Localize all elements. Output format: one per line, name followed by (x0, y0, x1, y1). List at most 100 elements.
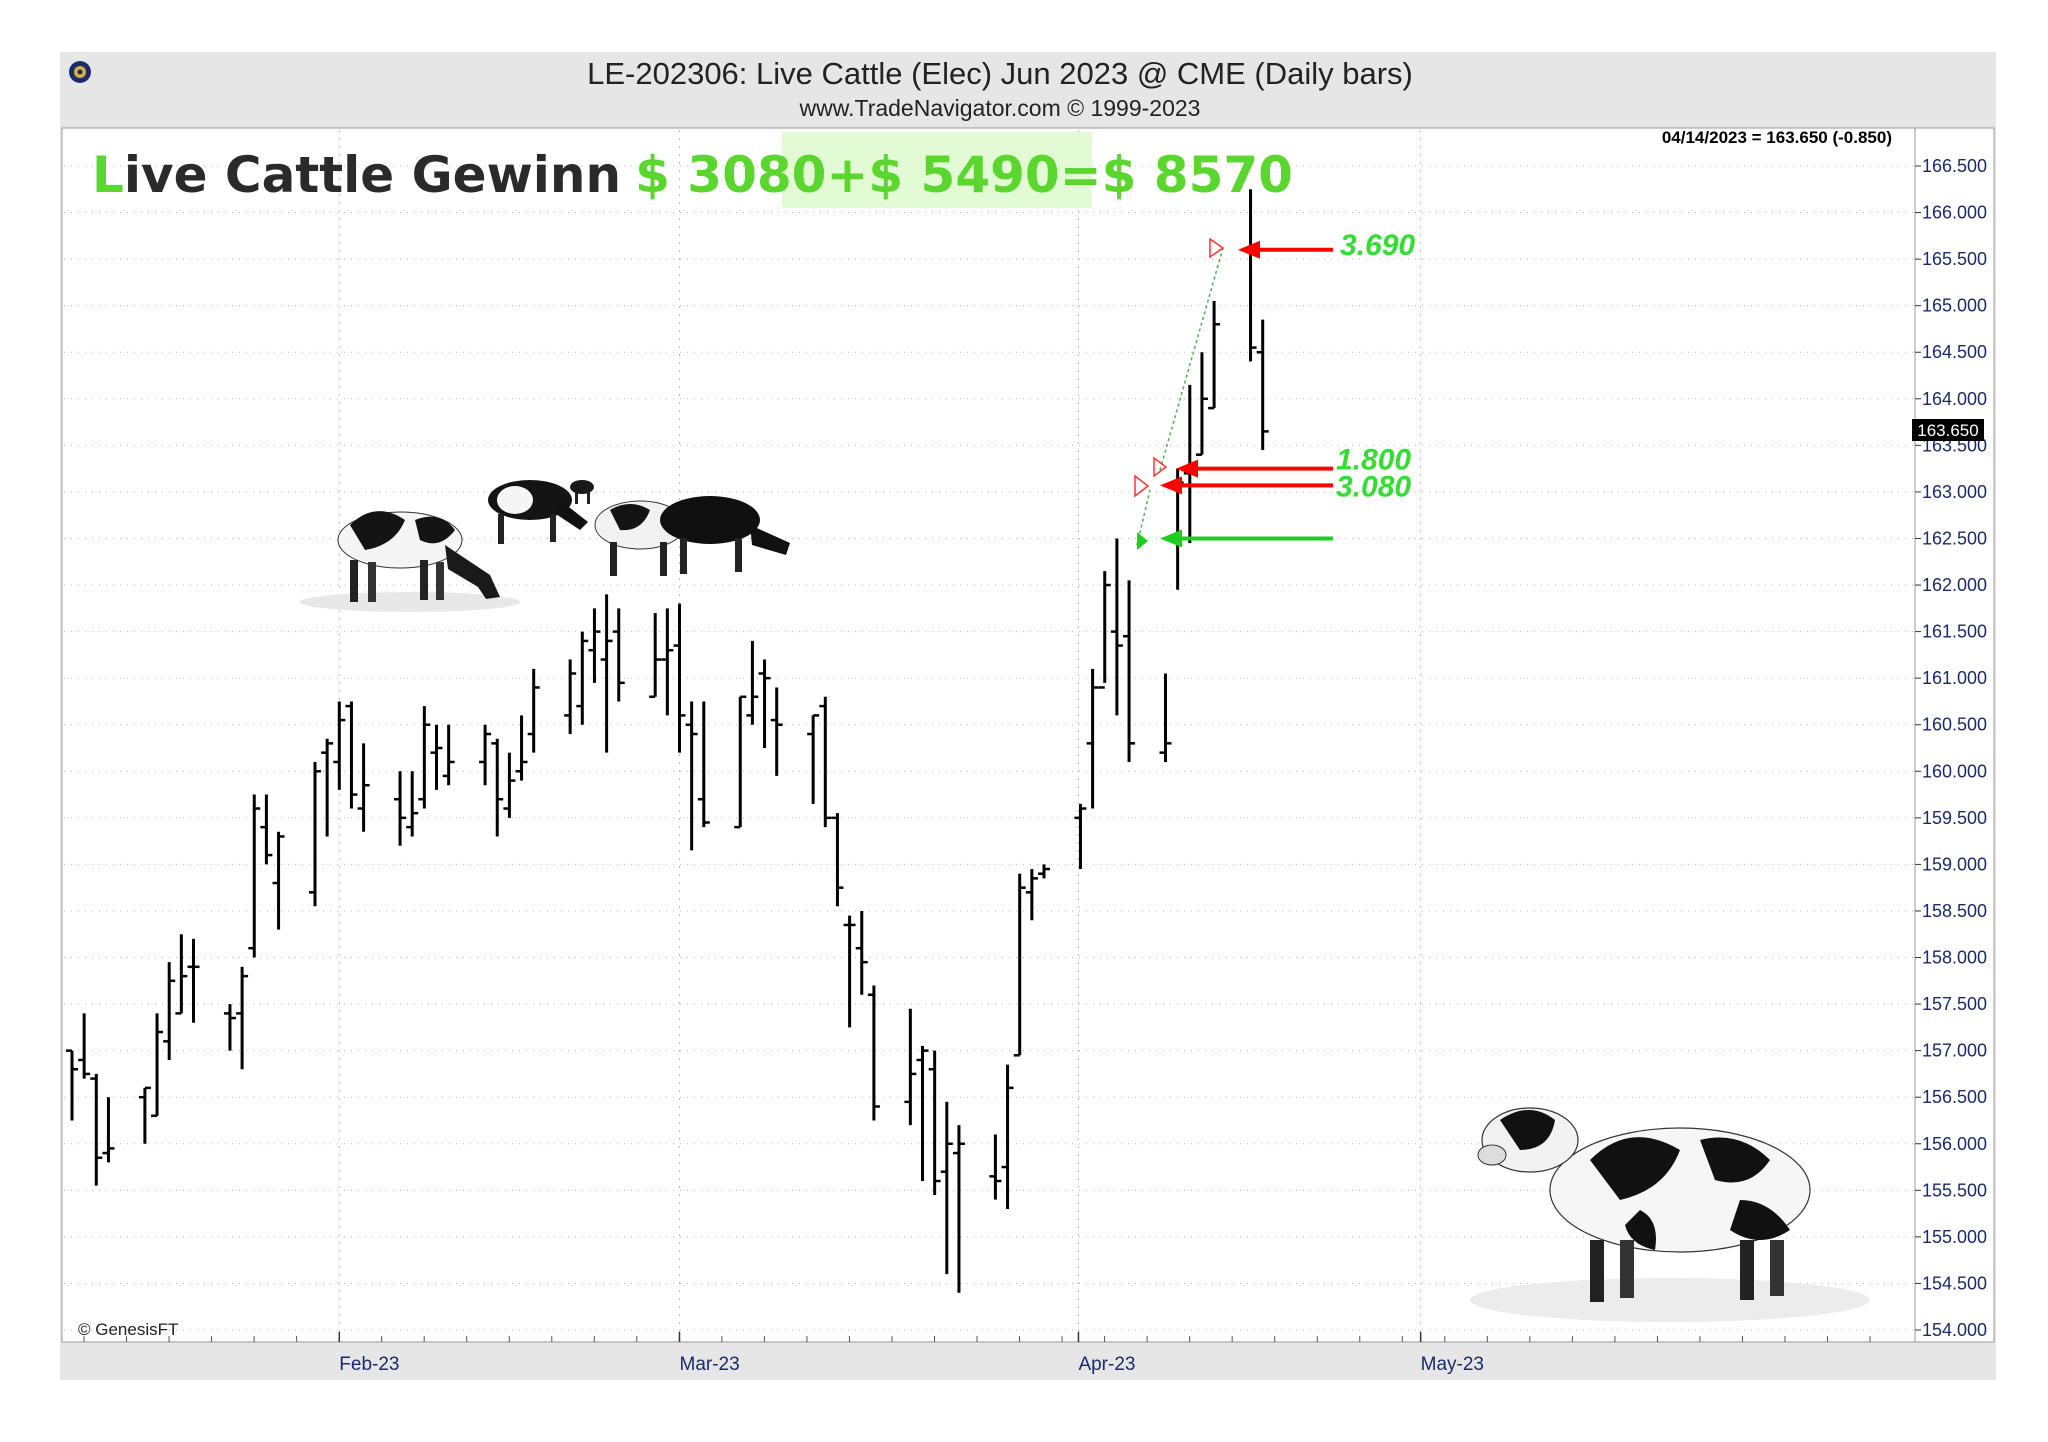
ohlc-bar (673, 603, 686, 753)
ohlc-bar (588, 608, 601, 683)
y-tick-label: 161.000 (1922, 668, 1987, 688)
ohlc-bar (1256, 319, 1269, 451)
ohlc-bar (1086, 668, 1099, 809)
exit-marker-icon (1134, 474, 1150, 498)
y-tick-label: 155.000 (1922, 1227, 1987, 1247)
y-tick-label: 161.500 (1922, 622, 1987, 642)
ohlc-bar (1001, 1064, 1014, 1209)
ohlc-bar (430, 724, 443, 790)
ohlc-bar (345, 701, 358, 809)
x-tick-label: Mar-23 (680, 1354, 740, 1375)
y-tick-label: 166.500 (1922, 156, 1987, 176)
annotation-arrow-head (1160, 529, 1182, 548)
ohlc-bar (260, 794, 273, 865)
y-tick-label: 158.500 (1922, 901, 1987, 921)
ohlc-bar (612, 608, 625, 702)
ohlc-bar (515, 715, 528, 781)
ohlc-bar (1208, 301, 1221, 410)
y-tick-label: 163.000 (1922, 482, 1987, 502)
ohlc-bar (418, 706, 431, 809)
ohlc-bar (321, 738, 334, 837)
ohlc-bar (770, 687, 783, 776)
grid-layer (64, 130, 1913, 1340)
ohlc-bar (309, 761, 321, 907)
ohlc-bar (175, 934, 188, 1015)
annotation-arrow-head (1238, 240, 1260, 259)
ohlc-bar (151, 1013, 164, 1118)
y-tick-label: 160.000 (1922, 761, 1987, 781)
y-tick-label: 156.500 (1922, 1087, 1987, 1107)
ohlc-bar (685, 701, 698, 851)
y-tick-layer: 154.000 154.500 155.000 155.500 156.000 156.5… (1915, 156, 1987, 1340)
ohlc-bar (819, 696, 832, 828)
chart-subtitle: www.TradeNavigator.com © 1999-2023 (799, 95, 1201, 121)
y-tick-label: 158.000 (1922, 948, 1987, 968)
standing-cow-icon (1470, 1107, 1870, 1322)
ohlc-bar (600, 594, 613, 753)
ohlc-bar (1159, 673, 1172, 762)
ohlc-bar (1025, 869, 1038, 921)
ohlc-bar (758, 659, 771, 748)
ohlc-bar (697, 701, 710, 828)
trend-guide-line (1159, 247, 1224, 471)
grazing-cows-icon (300, 480, 790, 612)
y-tick-label: 155.500 (1922, 1180, 1987, 1200)
exit-marker-icon (1153, 456, 1168, 478)
ohlc-bar (394, 771, 407, 846)
ohlc-bar (102, 1097, 115, 1163)
y-tick-label: 154.500 (1922, 1273, 1987, 1293)
y-axis-panel (1914, 127, 1995, 1343)
headline: Live Cattle Gewinn $ 3080+$ 5490=$ 8570 (92, 146, 1293, 204)
ohlc-bar (940, 1101, 953, 1275)
ohlc-bar (1195, 352, 1208, 456)
ohlc-bar (576, 631, 589, 725)
x-tick-label: Apr-23 (1078, 1354, 1135, 1375)
ohlc-bar (952, 1125, 965, 1293)
ohlc-bar (1013, 873, 1026, 1057)
trend-guides (1136, 247, 1224, 546)
ohlc-bar (527, 668, 540, 753)
ohlc-bar (333, 701, 346, 790)
ohlc-bar (406, 771, 419, 837)
annotation-arrow (1160, 529, 1333, 548)
ohlc-bar (855, 910, 868, 995)
ohlc-bar (357, 743, 370, 832)
ohlc-bar (867, 985, 880, 1121)
ohlc-bars (66, 189, 1269, 1293)
entry-marker-icon (1137, 532, 1148, 550)
y-tick-label: 164.000 (1922, 389, 1987, 409)
last-price-badge: 163.650 (1912, 419, 1984, 441)
ohlc-bar (78, 1013, 91, 1079)
ohlc-bar (1110, 538, 1123, 716)
y-tick-label: 162.000 (1922, 575, 1987, 595)
ohlc-bar (442, 724, 455, 786)
y-tick-label: 154.000 (1922, 1320, 1987, 1340)
y-tick-label: 157.000 (1922, 1041, 1987, 1061)
ohlc-bar (66, 1049, 78, 1121)
ohlc-bar (916, 1045, 929, 1182)
ohlc-bar (187, 938, 200, 1023)
ohlc-bar (491, 738, 504, 837)
trade-markers (1134, 237, 1225, 550)
annotation-label: 3.690 (1340, 229, 1415, 262)
headline-highlight (782, 132, 1092, 208)
y-tick-label: 156.000 (1922, 1134, 1987, 1154)
ohlc-bar (479, 724, 492, 786)
ohlc-bar (248, 794, 261, 958)
ohlc-bar (1123, 580, 1136, 762)
trade-navigator-logo-icon (69, 61, 91, 83)
last-bar-info: 04/14/2023 = 163.650 (-0.850) (1662, 128, 1892, 147)
ohlc-bar (734, 695, 747, 829)
chart-title: LE-202306: Live Cattle (Elec) Jun 2023 @… (587, 56, 1413, 91)
ohlc-bar (1074, 803, 1087, 870)
ohlc-bar (843, 915, 856, 1028)
annotation-label: 1.800 (1336, 444, 1411, 477)
annotation-arrow: 1.800 (1176, 444, 1411, 478)
annotation-arrow-head (1176, 459, 1198, 478)
x-tick-label: May-23 (1421, 1354, 1484, 1375)
y-tick-label: 157.500 (1922, 994, 1987, 1014)
annotation-label: 3.080 (1336, 470, 1411, 503)
x-tick-label: Feb-23 (339, 1354, 399, 1375)
ohlc-bar (831, 813, 844, 907)
headline-values: $ 3080+$ 5490=$ 8570 (635, 146, 1293, 204)
